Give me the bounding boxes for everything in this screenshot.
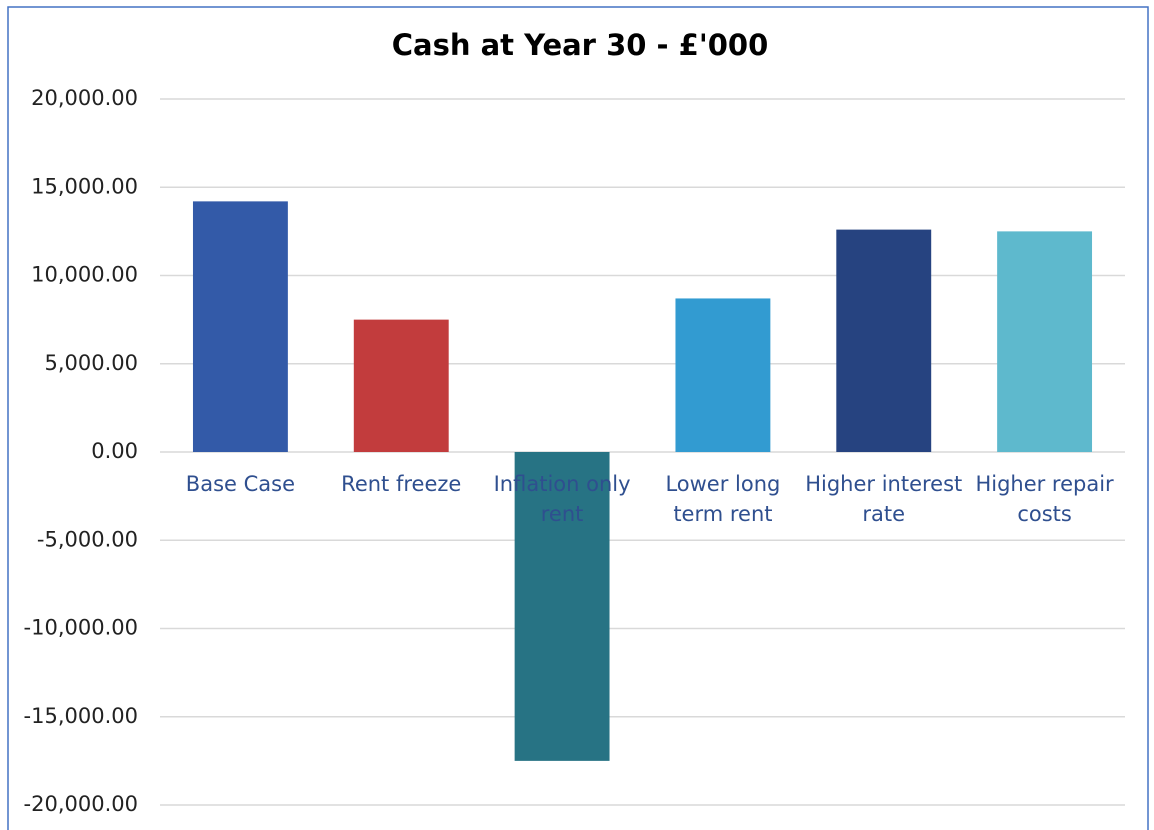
bar <box>514 452 610 761</box>
y-tick-label: 5,000.00 <box>44 351 138 375</box>
bar <box>675 298 771 452</box>
x-tick-label-line: rate <box>862 502 905 526</box>
y-tick-label: 0.00 <box>91 439 138 463</box>
x-tick-label-line: costs <box>1017 502 1072 526</box>
chart-title: Cash at Year 30 - £'000 <box>392 28 769 62</box>
bar <box>997 231 1093 452</box>
x-tick-label: Rent freeze <box>341 472 461 496</box>
x-tick-label: Higher interest rate <box>805 472 962 526</box>
y-tick-label: -20,000.00 <box>24 792 138 816</box>
y-tick-label: -5,000.00 <box>37 527 138 551</box>
y-tick-label: 20,000.00 <box>31 86 138 110</box>
bar <box>836 229 932 452</box>
x-tick-label: Inflation only rent <box>494 472 631 526</box>
x-tick-label-line: Inflation only <box>494 472 631 496</box>
y-tick-label: 10,000.00 <box>31 263 138 287</box>
x-tick-label-line: term rent <box>673 502 772 526</box>
bar <box>353 319 449 452</box>
y-tick-label: -15,000.00 <box>24 704 138 728</box>
bar <box>192 201 288 452</box>
x-tick-label: Base Case <box>186 472 295 496</box>
x-tick-label: Higher repair costs <box>975 472 1114 526</box>
x-tick-label-line: Higher interest <box>805 472 962 496</box>
y-tick-label: -10,000.00 <box>24 616 138 640</box>
x-tick-label: Lower long term rent <box>665 472 780 526</box>
x-tick-label-line: Lower long <box>665 472 780 496</box>
x-tick-label-line: rent <box>541 502 584 526</box>
x-tick-label-line: Higher repair <box>975 472 1114 496</box>
y-tick-label: 15,000.00 <box>31 174 138 198</box>
